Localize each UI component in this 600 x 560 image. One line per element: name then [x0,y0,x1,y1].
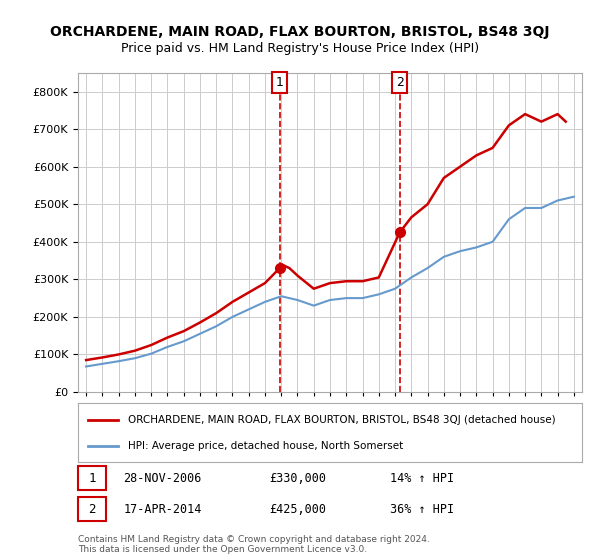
Text: £425,000: £425,000 [269,502,326,516]
Text: 2: 2 [396,76,404,89]
Text: 36% ↑ HPI: 36% ↑ HPI [391,502,455,516]
Text: Price paid vs. HM Land Registry's House Price Index (HPI): Price paid vs. HM Land Registry's House … [121,42,479,55]
Text: This data is licensed under the Open Government Licence v3.0.: This data is licensed under the Open Gov… [78,545,367,554]
Text: HPI: Average price, detached house, North Somerset: HPI: Average price, detached house, Nort… [128,441,404,451]
Text: 17-APR-2014: 17-APR-2014 [124,502,202,516]
Text: 2: 2 [88,502,95,516]
Bar [78,466,106,490]
Text: ORCHARDENE, MAIN ROAD, FLAX BOURTON, BRISTOL, BS48 3QJ: ORCHARDENE, MAIN ROAD, FLAX BOURTON, BRI… [50,25,550,39]
Text: 14% ↑ HPI: 14% ↑ HPI [391,472,455,484]
Text: 1: 1 [88,472,95,484]
Text: 1: 1 [276,76,284,89]
Bar [78,497,106,521]
Text: £330,000: £330,000 [269,472,326,484]
Text: ORCHARDENE, MAIN ROAD, FLAX BOURTON, BRISTOL, BS48 3QJ (detached house): ORCHARDENE, MAIN ROAD, FLAX BOURTON, BRI… [128,414,556,424]
Text: Contains HM Land Registry data © Crown copyright and database right 2024.: Contains HM Land Registry data © Crown c… [78,535,430,544]
Text: 28-NOV-2006: 28-NOV-2006 [124,472,202,484]
